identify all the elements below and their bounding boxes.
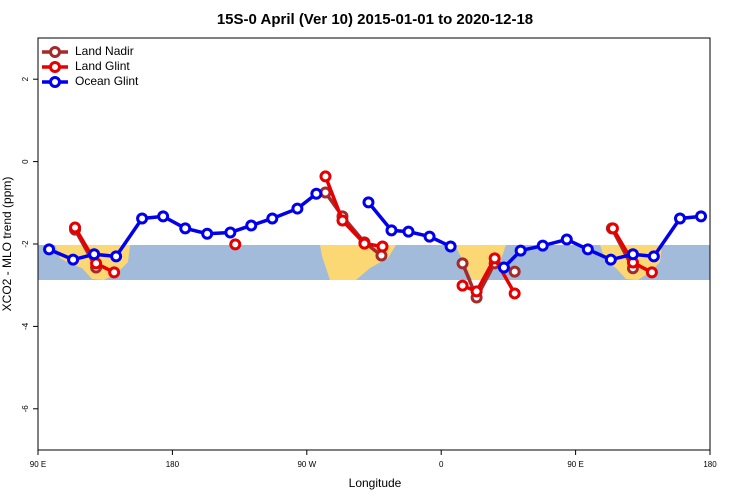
y-tick-label: -2 — [21, 240, 30, 248]
data-point — [336, 214, 349, 227]
data-point — [604, 253, 617, 266]
data-point — [456, 257, 469, 270]
data-point — [560, 233, 573, 246]
data-point — [470, 285, 483, 298]
data-point — [645, 266, 658, 279]
y-tick-label: -4 — [21, 322, 30, 330]
y-tick-label: -6 — [21, 405, 30, 413]
data-point — [673, 212, 686, 225]
data-point — [110, 250, 123, 263]
series-line — [367, 201, 452, 249]
data-point — [108, 266, 121, 279]
data-point — [514, 244, 527, 257]
data-point — [444, 240, 457, 253]
data-point — [606, 222, 619, 235]
legend-marker — [49, 46, 61, 58]
x-axis-label: Longitude — [349, 476, 402, 490]
x-tick-label: 0 — [439, 460, 444, 469]
legend-marker — [49, 61, 61, 73]
series-line — [324, 191, 383, 257]
series-line — [502, 214, 702, 269]
legend-label: Land Nadir — [75, 44, 134, 58]
data-point — [266, 212, 279, 225]
data-point — [647, 250, 660, 263]
data-point — [88, 248, 101, 261]
y-tick-label: 2 — [21, 76, 30, 81]
data-point — [695, 210, 708, 223]
data-point — [179, 222, 192, 235]
x-tick-label: 90 W — [297, 460, 316, 469]
y-tick-label: 0 — [21, 159, 30, 164]
x-tick-label: 90 E — [567, 460, 583, 469]
data-point — [319, 170, 332, 183]
data-point — [69, 221, 82, 234]
data-point — [402, 225, 415, 238]
data-point — [358, 237, 371, 250]
data-point — [508, 265, 521, 278]
legend-label: Ocean Glint — [75, 74, 139, 88]
data-point — [626, 248, 639, 261]
data-point — [362, 196, 375, 209]
data-point — [497, 261, 510, 274]
data-point — [488, 252, 501, 265]
data-point — [136, 212, 149, 225]
chart-title: 15S-0 April (Ver 10) 2015-01-01 to 2020-… — [217, 11, 533, 28]
legend-marker — [49, 76, 61, 88]
x-tick-label: 90 E — [30, 460, 46, 469]
legend-item: Ocean Glint — [42, 74, 139, 88]
data-point — [508, 287, 521, 300]
data-point — [43, 243, 56, 256]
data-point — [310, 187, 323, 200]
data-point — [536, 239, 549, 252]
data-point — [376, 240, 389, 253]
data-point — [291, 202, 304, 215]
data-point — [385, 224, 398, 237]
legend-item: Land Glint — [42, 59, 130, 73]
data-point — [157, 210, 170, 223]
series-line — [461, 254, 517, 295]
data-point — [201, 227, 214, 240]
data-point — [90, 257, 103, 270]
x-tick-label: 180 — [703, 460, 717, 469]
x-tick-label: 180 — [166, 460, 180, 469]
data-point — [245, 219, 258, 232]
data-point — [581, 243, 594, 256]
y-axis-label: XCO2 - MLO trend (ppm) — [0, 177, 14, 312]
series-line — [323, 175, 383, 249]
data-point — [456, 279, 469, 292]
data-point — [229, 238, 242, 251]
data-point — [375, 249, 388, 262]
data-point — [67, 253, 80, 266]
legend-item: Land Nadir — [42, 44, 134, 58]
data-point — [423, 230, 436, 243]
data-point — [224, 226, 237, 239]
legend-label: Land Glint — [75, 59, 130, 73]
